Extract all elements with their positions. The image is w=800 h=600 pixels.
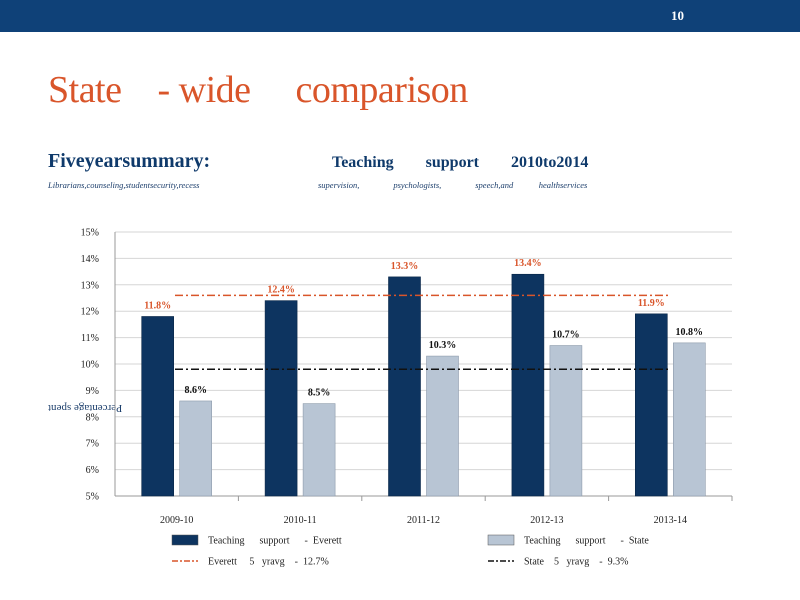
data-label-state: 10.7% bbox=[552, 330, 580, 341]
data-label-state: 10.8% bbox=[676, 327, 704, 338]
bar-state bbox=[672, 342, 706, 497]
legend-state-avg-label: State 5 yravg - 9.3% bbox=[524, 557, 628, 568]
bar-state bbox=[302, 403, 336, 497]
y-tick-label: 12% bbox=[81, 307, 99, 318]
y-tick-label: 5% bbox=[86, 492, 99, 503]
bar-state bbox=[426, 355, 459, 497]
data-label-everett: 11.9% bbox=[638, 298, 665, 309]
y-tick-label: 6% bbox=[86, 465, 99, 476]
x-tick-label: 2009-10 bbox=[160, 515, 193, 526]
legend-everett-swatch bbox=[171, 534, 199, 546]
data-label-state: 8.5% bbox=[308, 388, 331, 399]
y-tick-label: 10% bbox=[81, 360, 99, 371]
bar-everett bbox=[511, 273, 545, 497]
bar-everett bbox=[634, 313, 668, 497]
legend-state-label: Teaching support - State bbox=[524, 536, 649, 547]
y-tick-label: 15% bbox=[81, 228, 99, 239]
bar-everett bbox=[388, 276, 421, 497]
data-label-everett: 12.4% bbox=[267, 285, 295, 296]
y-tick-label: 13% bbox=[81, 280, 99, 291]
legend-everett-avg-label: Everett 5 yravg - 12.7% bbox=[208, 557, 329, 568]
data-label-everett: 13.4% bbox=[514, 258, 542, 269]
bar-everett bbox=[264, 300, 298, 497]
slide-title: State - wide comparison bbox=[48, 69, 468, 111]
y-tick-label: 8% bbox=[86, 412, 99, 423]
data-label-everett: 11.8% bbox=[144, 300, 171, 311]
header-bar: 10 bbox=[0, 0, 800, 32]
subtitle-left: Fiveyearsummary: bbox=[48, 150, 211, 172]
subtitle-right: Teaching support 2010to2014 bbox=[332, 154, 589, 171]
data-label-everett: 13.3% bbox=[391, 261, 419, 272]
note-left: Librarians,counseling,studentsecurity,re… bbox=[48, 180, 200, 190]
y-tick-label: 9% bbox=[86, 386, 99, 397]
note-right: supervision, psychologists, speech,and h… bbox=[318, 180, 588, 190]
y-tick-label: 14% bbox=[81, 254, 99, 265]
bar-state bbox=[549, 345, 583, 497]
page-number: 10 bbox=[671, 8, 684, 23]
x-tick-label: 2011-12 bbox=[407, 515, 440, 526]
x-tick-label: 2013-14 bbox=[654, 515, 687, 526]
data-label-state: 8.6% bbox=[184, 385, 207, 396]
x-tick-label: 2010-11 bbox=[284, 515, 317, 526]
x-tick-label: 2012-13 bbox=[530, 515, 563, 526]
data-label-state: 10.3% bbox=[429, 340, 457, 351]
bar-state bbox=[179, 400, 212, 497]
legend-everett-label: Teaching support - Everett bbox=[208, 536, 342, 547]
y-tick-label: 11% bbox=[81, 333, 99, 344]
legend-state-swatch bbox=[487, 534, 515, 546]
y-tick-label: 7% bbox=[86, 439, 99, 450]
bar-everett bbox=[141, 316, 174, 497]
